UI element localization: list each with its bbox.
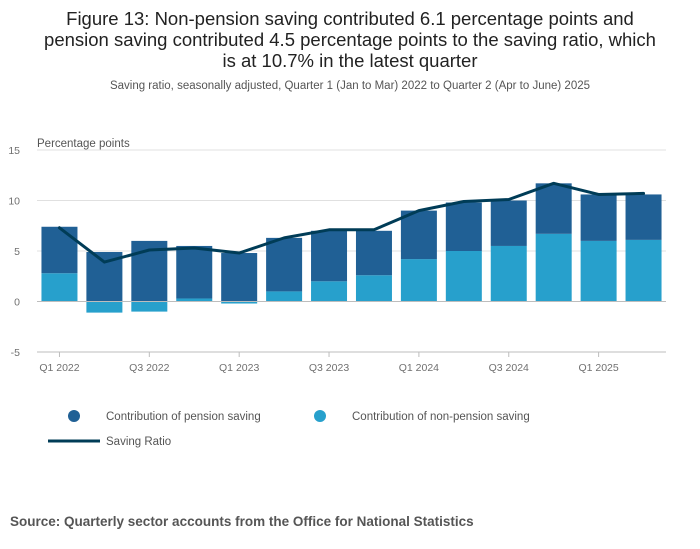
x-tick-label: Q1 2022 — [39, 362, 79, 374]
legend-label: Contribution of pension saving — [106, 411, 261, 423]
y-tick-label: 0 — [14, 297, 20, 309]
x-tick-label: Q1 2025 — [578, 362, 618, 374]
x-tick-label: Q3 2022 — [129, 362, 169, 374]
bar-pension — [311, 230, 348, 282]
y-tick-label: 5 — [14, 246, 20, 258]
chart-title-line: Figure 13: Non-pension saving contribute… — [66, 8, 634, 29]
legend-label: Contribution of non-pension saving — [352, 411, 530, 423]
bar-non-pension — [490, 245, 527, 302]
bar-pension — [41, 226, 78, 274]
y-tick-label: 10 — [8, 196, 20, 208]
bar-pension — [400, 210, 437, 260]
bar-non-pension — [625, 239, 662, 302]
legend-swatch-non-pension — [314, 410, 326, 422]
bar-non-pension — [400, 259, 437, 302]
bar-pension — [355, 230, 392, 276]
legend-swatch-pension — [68, 410, 80, 422]
bar-non-pension — [221, 301, 258, 304]
chart-title-line: pension saving contributed 4.5 percentag… — [44, 29, 656, 50]
x-tick-label: Q3 2023 — [309, 362, 349, 374]
bar-pension — [221, 253, 258, 302]
y-tick-label: 15 — [8, 145, 20, 157]
x-tick-label: Q3 2024 — [489, 362, 529, 374]
bar-non-pension — [86, 301, 123, 313]
chart-title-line: is at 10.7% in the latest quarter — [222, 50, 478, 71]
bar-non-pension — [176, 298, 213, 302]
bar-non-pension — [131, 301, 168, 312]
bar-pension — [490, 200, 527, 246]
y-axis-title: Percentage points — [37, 138, 130, 150]
legend-label: Saving Ratio — [106, 436, 171, 448]
bar-non-pension — [266, 291, 303, 302]
source-note: Source: Quarterly sector accounts from t… — [10, 514, 474, 529]
bar-pension — [176, 245, 213, 299]
bar-non-pension — [41, 273, 78, 302]
bar-non-pension — [311, 281, 348, 302]
y-tick-label: -5 — [11, 347, 20, 359]
saving-ratio-line — [57, 181, 646, 264]
bar-non-pension — [355, 275, 392, 302]
bar-non-pension — [580, 240, 617, 302]
bar-pension — [445, 202, 482, 251]
x-tick-label: Q1 2024 — [399, 362, 439, 374]
bar-pension — [580, 194, 617, 241]
x-tick-label: Q1 2023 — [219, 362, 259, 374]
bar-pension — [625, 194, 662, 240]
bar-non-pension — [535, 233, 572, 302]
chart-title: Figure 13: Non-pension saving contribute… — [0, 8, 700, 71]
bar-non-pension — [445, 251, 482, 302]
bar-pension — [535, 183, 572, 234]
bar-pension — [266, 237, 303, 292]
chart-subtitle: Saving ratio, seasonally adjusted, Quart… — [109, 80, 591, 92]
